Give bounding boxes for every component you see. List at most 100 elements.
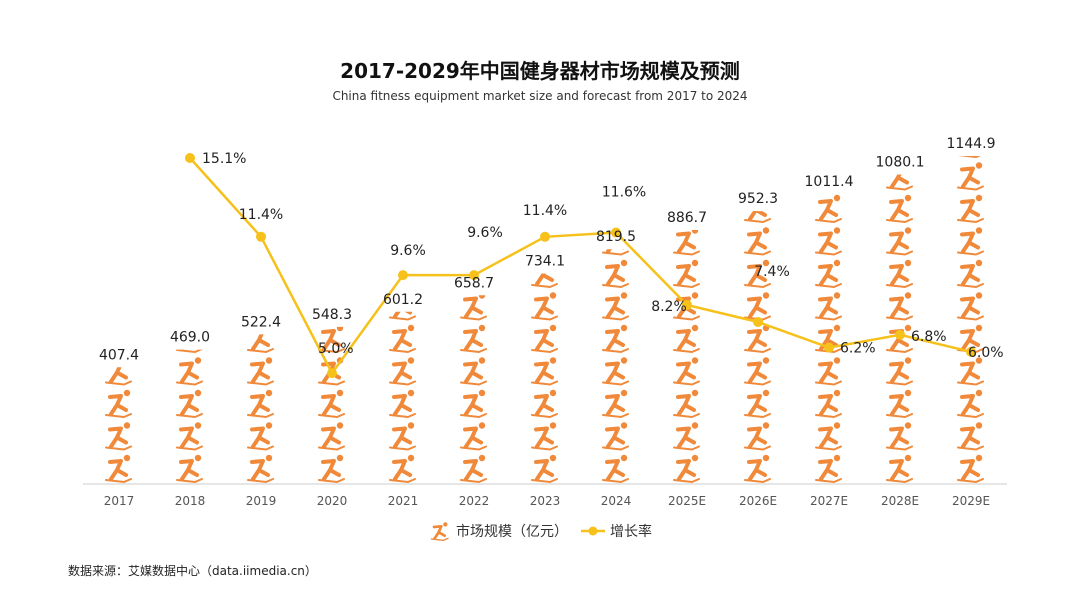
bar-value-label: 734.1 [525, 254, 565, 270]
growth-rate-label: 11.4% [239, 207, 283, 223]
skier-icon [459, 387, 488, 419]
skier-icon [885, 225, 914, 257]
skier-icon [672, 257, 701, 289]
bar-value-label: 522.4 [241, 314, 281, 330]
growth-point-2021 [398, 270, 408, 281]
skier-icon [672, 420, 701, 452]
skier-icon [175, 420, 204, 452]
growth-point-2027E [824, 342, 834, 353]
skier-icon [459, 295, 488, 322]
skier-icon [530, 387, 559, 419]
skier-icon [672, 229, 701, 257]
x-tick-label: 2017 [104, 494, 135, 508]
skier-icon [956, 290, 985, 322]
x-tick-label: 2024 [601, 494, 632, 508]
bar-2029E [956, 155, 985, 484]
skier-icon [743, 452, 772, 484]
skier-icon [885, 355, 914, 387]
skier-icon [530, 355, 559, 387]
growth-rate-label: 6.2% [840, 341, 876, 357]
skier-icon [814, 355, 843, 387]
growth-point-2026E [753, 317, 763, 328]
growth-point-2023 [540, 231, 550, 242]
skier-icon [743, 225, 772, 257]
skier-icon [175, 452, 204, 484]
skier-icon [246, 420, 275, 452]
legend: 市场规模（亿元） 增长率 [0, 521, 1080, 541]
bar-value-label: 1144.9 [947, 136, 996, 152]
skier-icon [104, 387, 133, 419]
skier-icon [601, 290, 630, 322]
skier-icon [601, 322, 630, 354]
skier-icon [743, 290, 772, 322]
skier-icon [956, 355, 985, 387]
bar-value-label: 601.2 [383, 292, 423, 308]
skier-icon [388, 322, 417, 354]
bar-value-label: 952.3 [738, 191, 778, 207]
growth-point-2019 [256, 231, 266, 242]
growth-rate-label: 9.6% [467, 225, 503, 241]
bar-2027E [814, 194, 843, 484]
skier-icon [246, 452, 275, 484]
skier-icon [601, 257, 630, 289]
x-tick-label: 2026E [739, 494, 777, 508]
skier-icon [672, 387, 701, 419]
skier-icon [246, 355, 275, 387]
skier-icon [672, 355, 701, 387]
skier-icon [388, 387, 417, 419]
x-tick-label: 2021 [388, 494, 419, 508]
skier-icon [743, 387, 772, 419]
skier-icon [530, 290, 559, 322]
growth-line-layer [185, 153, 976, 379]
bar-2028E [885, 174, 914, 484]
x-tick-label: 2019 [246, 494, 277, 508]
skier-icon [885, 290, 914, 322]
skier-icon [885, 192, 914, 224]
x-tick-label: 2028E [881, 494, 919, 508]
bar-value-label: 1011.4 [805, 174, 854, 190]
bar-2022 [459, 295, 488, 484]
skier-icon [956, 192, 985, 224]
skier-icon [104, 420, 133, 452]
bar-2017 [104, 367, 133, 484]
skier-icon [885, 387, 914, 419]
skier-icon [814, 257, 843, 289]
skier-icon [175, 355, 204, 387]
x-tick-label: 2029E [952, 494, 990, 508]
skier-icon [814, 420, 843, 452]
skier-icon [743, 355, 772, 387]
bar-2019 [246, 334, 275, 484]
growth-point-2018 [185, 153, 195, 163]
growth-rate-label: 6.0% [968, 345, 1004, 361]
skier-icon [388, 420, 417, 452]
growth-rate-label: 5.0% [318, 341, 354, 357]
bar-value-label: 886.7 [667, 210, 707, 226]
skier-icon [814, 387, 843, 419]
growth-point-2029E [966, 346, 976, 357]
skier-icon [814, 290, 843, 322]
skier-icon [317, 387, 346, 419]
growth-point-2020 [327, 368, 337, 379]
skier-icon [956, 387, 985, 419]
skier-icon [459, 355, 488, 387]
growth-rate-label: 15.1% [202, 151, 246, 167]
skier-icon [459, 322, 488, 354]
skier-icon [601, 387, 630, 419]
skier-icon [459, 452, 488, 484]
legend-item-growth-rate: 增长率 [580, 521, 652, 541]
growth-rate-label: 6.8% [911, 329, 947, 345]
growth-point-2024 [611, 227, 621, 238]
skier-icon [672, 452, 701, 484]
x-tick-label: 2020 [317, 494, 348, 508]
x-tick-label: 2018 [175, 494, 206, 508]
bar-2026E [743, 211, 772, 484]
skier-icon [459, 420, 488, 452]
skier-icon [956, 225, 985, 257]
growth-rate-label: 8.2% [651, 299, 687, 315]
growth-point-2022 [469, 270, 479, 281]
skier-icon [317, 420, 346, 452]
bar-2024 [601, 249, 630, 484]
skier-icon [246, 387, 275, 419]
skier-icon [530, 452, 559, 484]
growth-rate-label: 11.6% [602, 185, 646, 201]
